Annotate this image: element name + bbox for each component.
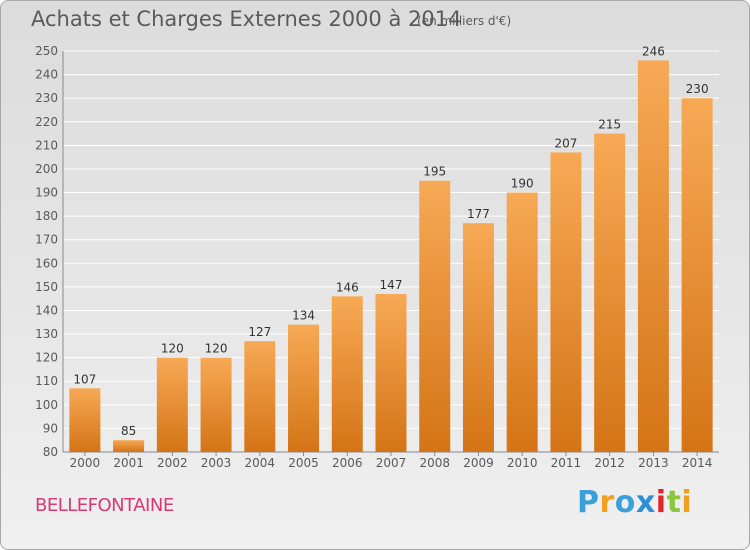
bar-2009 [462, 223, 494, 452]
x-tick-label: 2011 [551, 456, 582, 470]
bar-2006 [331, 296, 363, 452]
data-label: 134 [292, 309, 315, 323]
bar-2012 [594, 133, 626, 452]
y-tick-label: 100 [35, 398, 58, 412]
y-tick-label: 130 [35, 327, 58, 341]
unit-label: (en milliers d'€) [417, 14, 512, 28]
chart-title: Achats et Charges Externes 2000 à 2014 [31, 7, 462, 31]
y-tick-label: 250 [35, 44, 58, 58]
x-tick-label: 2005 [288, 456, 319, 470]
data-label: 120 [205, 342, 228, 356]
x-tick-label: 2012 [594, 456, 625, 470]
data-label: 190 [511, 177, 534, 191]
y-tick-label: 140 [35, 303, 58, 317]
logo-letter: t [666, 485, 682, 520]
bar-2013 [637, 60, 669, 452]
y-tick-label: 110 [35, 374, 58, 388]
y-tick-label: 160 [35, 256, 58, 270]
data-label: 215 [598, 118, 621, 132]
bar-2003 [200, 357, 232, 452]
data-label: 120 [161, 342, 184, 356]
x-tick-label: 2002 [157, 456, 188, 470]
logo-letter: x [635, 485, 656, 520]
x-tick-label: 2008 [419, 456, 450, 470]
x-tick-label: 2000 [70, 456, 101, 470]
x-tick-label: 2006 [332, 456, 363, 470]
bar-2004 [244, 341, 276, 452]
x-tick-label: 2013 [638, 456, 669, 470]
proxiti-logo: Proxiti [577, 485, 692, 520]
logo-letter: P [577, 485, 600, 520]
x-tick-label: 2007 [376, 456, 407, 470]
x-tick-label: 2009 [463, 456, 494, 470]
y-tick-label: 230 [35, 91, 58, 105]
y-tick-label: 170 [35, 233, 58, 247]
data-label: 177 [467, 207, 490, 221]
bar-2005 [288, 324, 320, 452]
data-label: 146 [336, 280, 359, 294]
y-tick-label: 200 [35, 162, 58, 176]
data-label: 147 [380, 278, 403, 292]
y-tick-label: 210 [35, 138, 58, 152]
logo-letter: i [681, 485, 693, 520]
x-tick-label: 2001 [113, 456, 144, 470]
data-label: 195 [423, 165, 446, 179]
data-label: 85 [121, 424, 136, 438]
logo-letter: i [655, 485, 667, 520]
y-tick-label: 80 [43, 445, 58, 459]
bar-2001 [113, 440, 145, 452]
commune-name: BELLEFONTAINE [35, 495, 174, 516]
bar-2011 [550, 152, 582, 452]
data-label: 207 [554, 136, 577, 150]
y-tick-label: 240 [35, 68, 58, 82]
y-tick-label: 220 [35, 115, 58, 129]
data-label: 230 [686, 82, 709, 96]
logo-letter: o [614, 485, 636, 520]
logo-letter: r [599, 485, 615, 520]
bar-2008 [419, 180, 451, 452]
y-tick-label: 90 [43, 421, 58, 435]
bar-2014 [681, 98, 713, 453]
y-tick-label: 150 [35, 280, 58, 294]
data-label: 127 [248, 325, 271, 339]
data-label: 107 [73, 372, 96, 386]
y-tick-label: 180 [35, 209, 58, 223]
bar-2000 [69, 388, 101, 452]
x-tick-label: 2003 [201, 456, 232, 470]
data-label: 246 [642, 44, 665, 58]
x-tick-label: 2010 [507, 456, 538, 470]
bar-2002 [156, 357, 188, 452]
x-tick-label: 2004 [245, 456, 276, 470]
y-tick-label: 190 [35, 186, 58, 200]
bar-2010 [506, 192, 538, 452]
x-tick-label: 2014 [682, 456, 713, 470]
y-tick-label: 120 [35, 351, 58, 365]
bar-2007 [375, 293, 407, 452]
